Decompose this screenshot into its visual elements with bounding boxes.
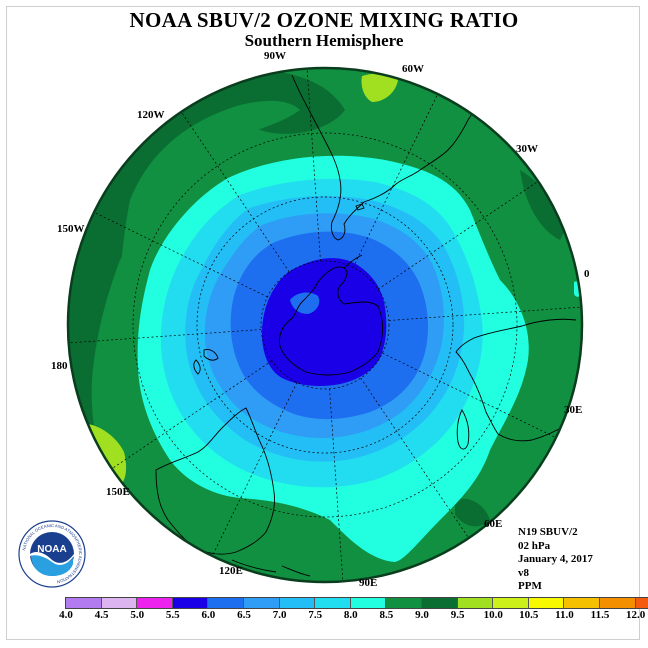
color-scale-cell bbox=[386, 598, 422, 608]
color-scale-cell bbox=[101, 598, 138, 608]
lon-label-180: 180 bbox=[51, 360, 68, 372]
ozone-field-8.5-inner bbox=[118, 100, 300, 440]
color-scale-tick-label: 6.5 bbox=[237, 609, 251, 621]
color-scale-cell bbox=[279, 598, 316, 608]
coastline-africa bbox=[455, 318, 577, 442]
color-scale-bar bbox=[65, 597, 648, 609]
lon-label-150w: 150W bbox=[57, 223, 85, 235]
map-border bbox=[66, 66, 584, 584]
color-scale-cell bbox=[421, 598, 458, 608]
info-level: 02 hPa bbox=[518, 539, 551, 552]
color-scale-cell bbox=[635, 598, 648, 608]
ozone-field-9.0-northwest bbox=[68, 70, 345, 480]
graticule bbox=[68, 68, 582, 582]
color-scale-tick-label: 9.0 bbox=[415, 609, 429, 621]
color-scale-tick-label: 4.0 bbox=[59, 609, 73, 621]
color-scale-tick-label: 6.0 bbox=[201, 609, 216, 621]
ozone-field-5.5 bbox=[262, 258, 387, 386]
product-info: N19 SBUV/2 02 hPa January 4, 2017 v8 PPM bbox=[518, 526, 593, 594]
color-scale-tick-label: 4.5 bbox=[94, 609, 109, 621]
color-scale-cell bbox=[350, 598, 387, 608]
info-units: PPM bbox=[518, 580, 542, 592]
ozone-field-9.5-west bbox=[88, 424, 127, 486]
ozone-field-9.5-north bbox=[361, 73, 398, 102]
color-scale-tick-label: 7.0 bbox=[272, 609, 287, 621]
coastline-antarctic-peninsula bbox=[343, 254, 363, 269]
lon-label-30e: 30E bbox=[564, 404, 583, 416]
lon-label-90e: 90E bbox=[359, 577, 378, 589]
noaa-logo: NOAA NATIONAL OCEANIC AND ATMOSPHERIC AD… bbox=[18, 520, 86, 588]
color-scale-cell bbox=[457, 598, 494, 608]
coastline-south-america bbox=[291, 74, 487, 241]
color-scale-tick-label: 5.5 bbox=[165, 609, 180, 621]
color-scale-cell bbox=[493, 598, 529, 608]
color-scale-tick-label: 5.0 bbox=[130, 609, 145, 621]
meridian-lines bbox=[68, 68, 582, 582]
meridian-line bbox=[329, 388, 344, 582]
coastline-new-zealand bbox=[193, 349, 219, 375]
page-frame bbox=[6, 6, 640, 640]
color-scale-cell bbox=[315, 598, 351, 608]
ozone-field-9.0-east bbox=[520, 170, 565, 240]
ozone-field-9.0-southeast bbox=[455, 498, 490, 527]
color-scale-cell bbox=[599, 598, 636, 608]
meridian-line bbox=[111, 360, 273, 469]
color-scale-cell bbox=[208, 598, 244, 608]
meridian-line bbox=[181, 111, 290, 273]
meridian-line bbox=[68, 329, 262, 344]
color-scale-cell bbox=[564, 598, 600, 608]
color-scale-cell bbox=[172, 598, 209, 608]
meridian-line bbox=[352, 93, 439, 268]
lon-label-120e: 120E bbox=[219, 565, 243, 577]
meridian-line bbox=[382, 352, 557, 439]
info-instrument: N19 SBUV/2 bbox=[518, 526, 578, 538]
color-scale-tick-label: 11.0 bbox=[555, 609, 574, 621]
meridian-line bbox=[360, 377, 469, 539]
color-scale-cell bbox=[243, 598, 280, 608]
color-scale-tick-label: 9.5 bbox=[450, 609, 465, 621]
latitude-circle-60s bbox=[196, 196, 454, 454]
coastline-antarctica bbox=[279, 266, 383, 376]
lon-label-60w: 60W bbox=[402, 63, 424, 75]
color-scale-tick-label: 10.5 bbox=[519, 609, 539, 621]
info-version: v8 bbox=[518, 566, 529, 579]
color-scale-tick-label: 8.0 bbox=[343, 609, 358, 621]
latitude-circle-75s bbox=[260, 260, 390, 390]
color-scale-cell bbox=[528, 598, 565, 608]
logo-text: NOAA bbox=[37, 544, 66, 555]
color-scale-tick-label: 7.5 bbox=[308, 609, 323, 621]
meridian-line bbox=[211, 382, 298, 557]
lon-label-30w: 30W bbox=[516, 143, 538, 155]
color-scale-cell bbox=[137, 598, 173, 608]
lon-label-120w: 120W bbox=[137, 109, 165, 121]
meridian-line bbox=[377, 181, 539, 290]
color-scale-tick-label: 11.5 bbox=[590, 609, 610, 621]
map-title: NOAA SBUV/2 OZONE MIXING RATIO bbox=[129, 8, 519, 32]
color-scale-tick-label: 8.5 bbox=[379, 609, 394, 621]
lon-label-90w: 90W bbox=[264, 50, 286, 62]
lon-label-0: 0 bbox=[584, 268, 590, 280]
meridian-line bbox=[306, 68, 321, 262]
lon-label-60e: 60E bbox=[484, 518, 503, 530]
map-subtitle: Southern Hemisphere bbox=[244, 31, 404, 50]
color-scale-tick-label: 10.0 bbox=[483, 609, 503, 621]
coastline-madagascar bbox=[456, 409, 470, 450]
latitude-circle-45s bbox=[132, 132, 518, 518]
info-date: January 4, 2017 bbox=[518, 553, 593, 565]
ozone-contour-fields bbox=[68, 68, 582, 582]
meridian-line bbox=[388, 306, 582, 321]
color-scale-tick-label: 12.0 bbox=[625, 609, 646, 621]
lon-label-150e: 150E bbox=[106, 486, 130, 498]
color-scale-cell bbox=[66, 598, 102, 608]
meridian-line bbox=[93, 211, 268, 298]
coastline-falklands bbox=[355, 203, 365, 211]
